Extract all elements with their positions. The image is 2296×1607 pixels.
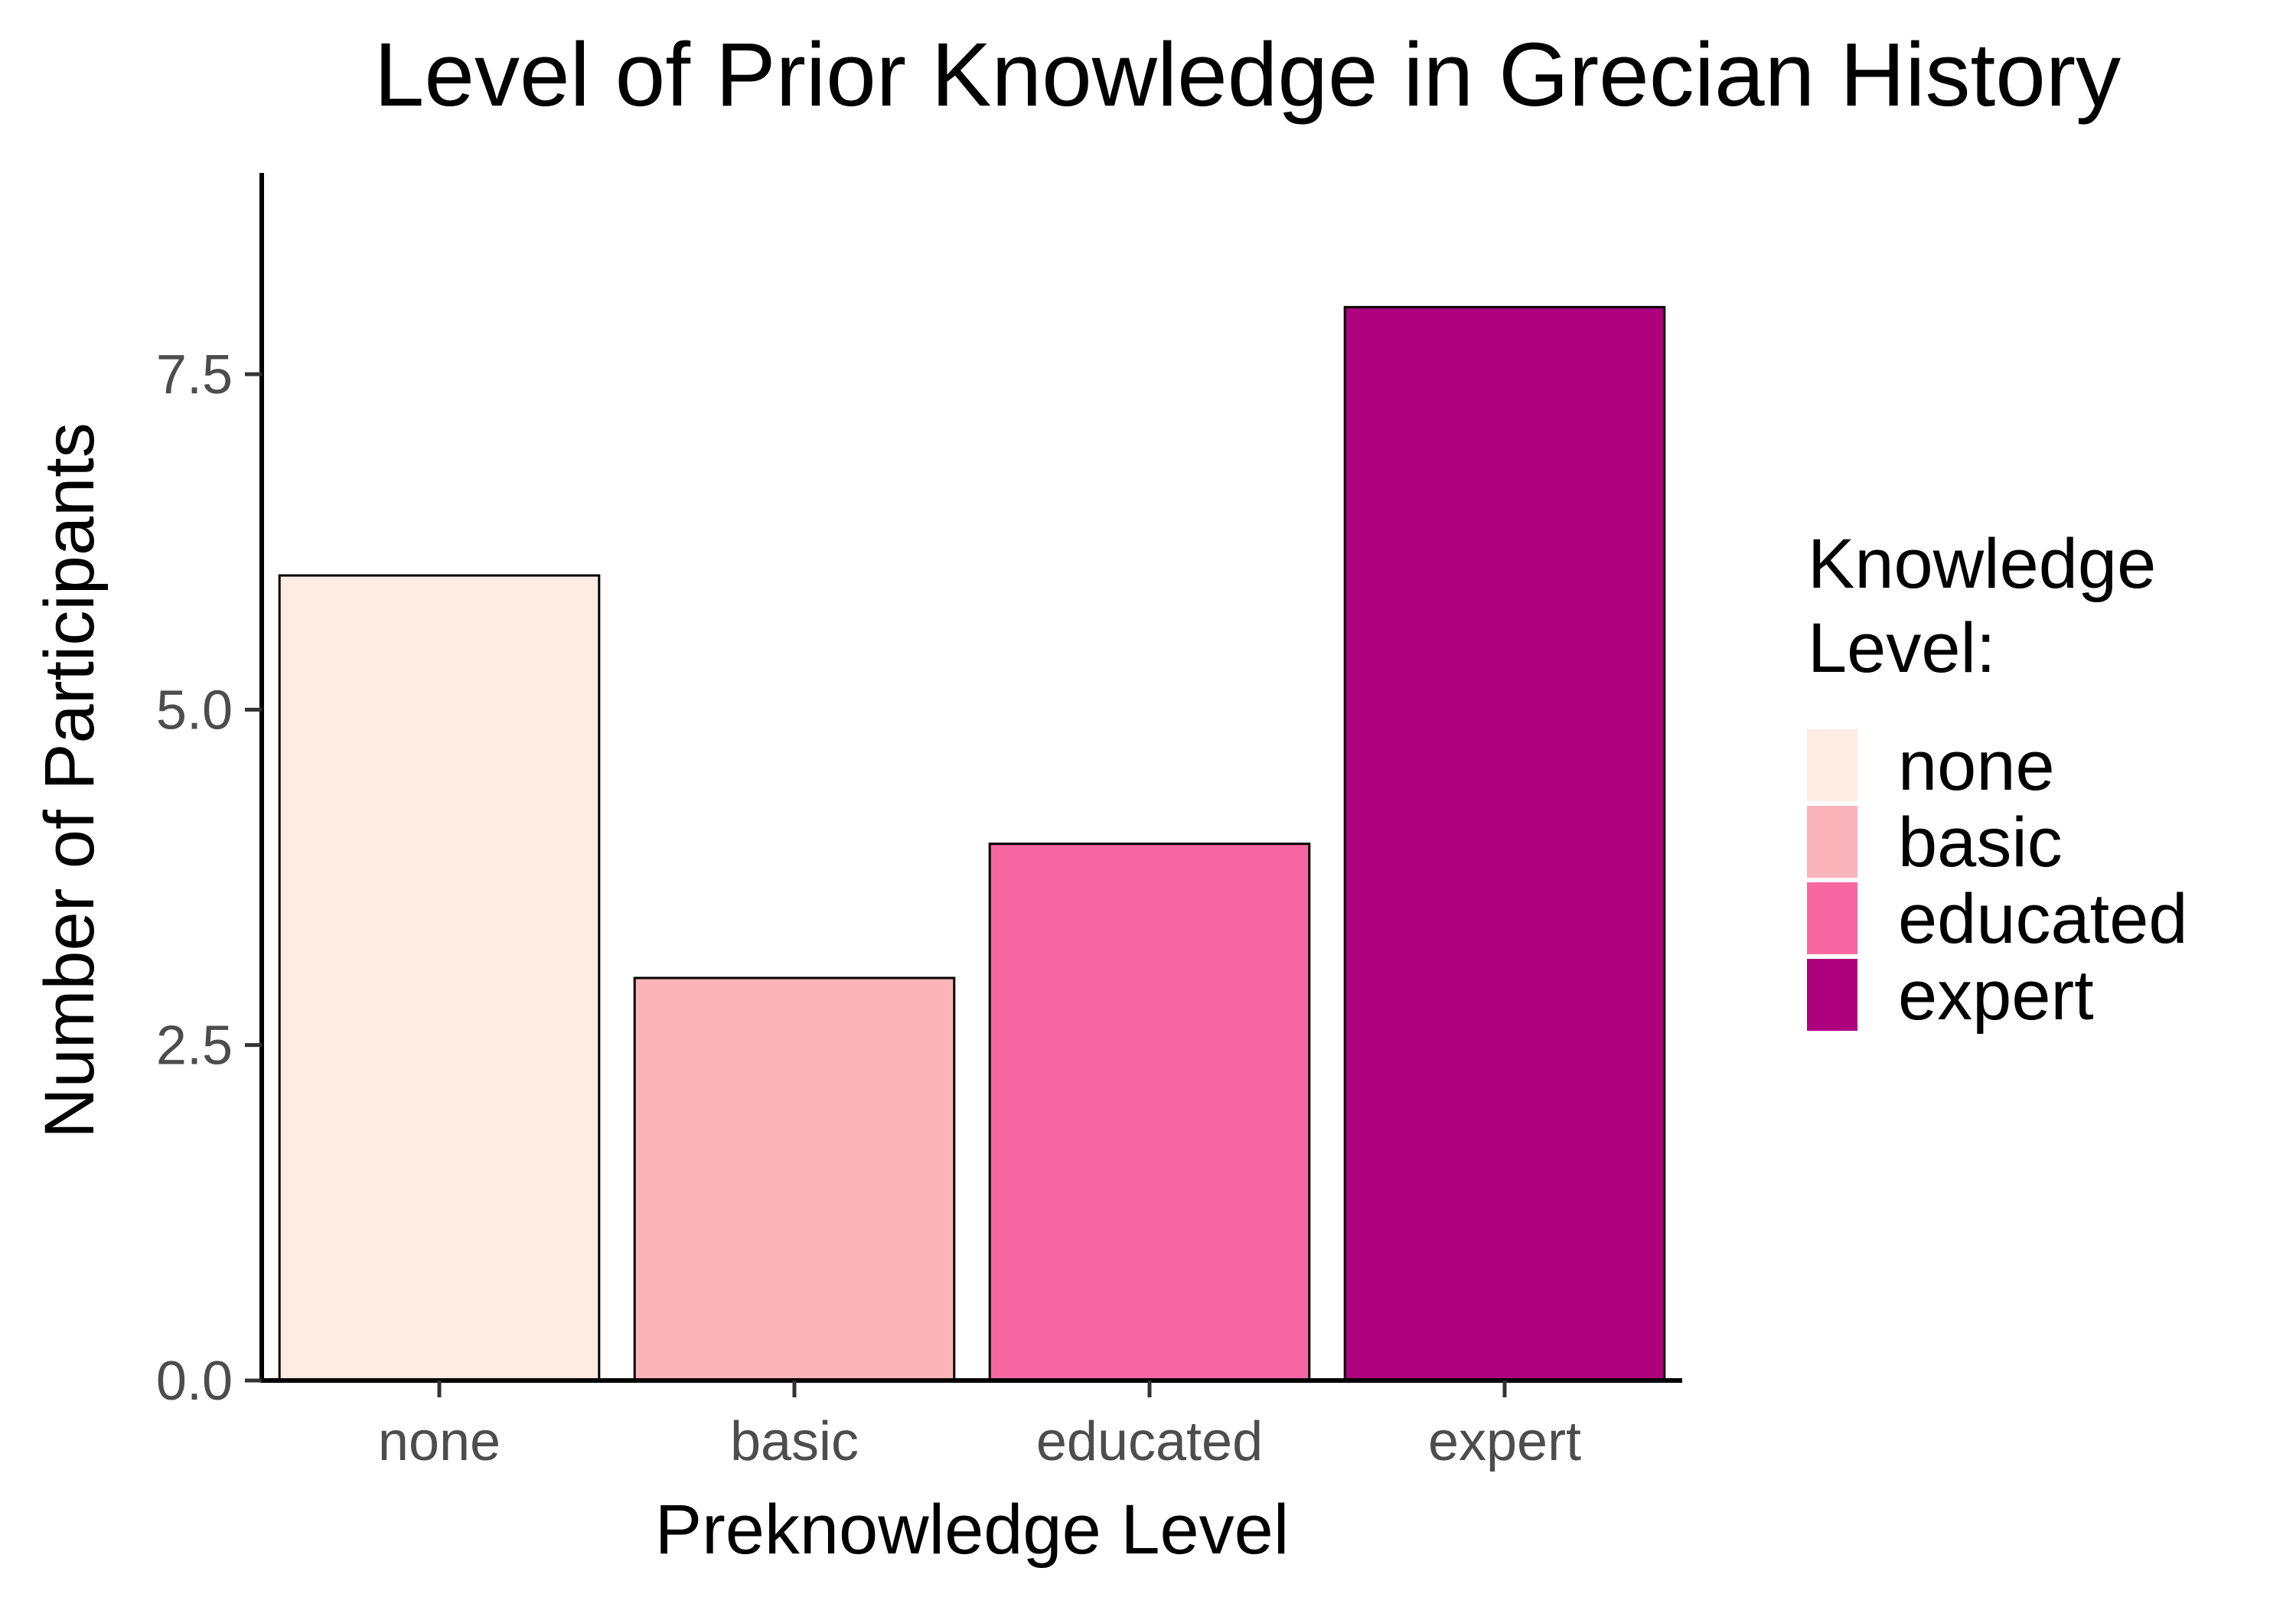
y-tick-label: 2.5: [156, 1015, 233, 1077]
bar-educated: [988, 843, 1311, 1382]
legend-key-basic: [1805, 804, 1859, 879]
y-tick-label: 5.0: [156, 680, 233, 741]
x-tick-label: expert: [1428, 1411, 1581, 1472]
legend-label-educated: educated: [1898, 880, 2188, 958]
y-ticks-layer: 0.0 2.5 5.0 7.5: [156, 344, 262, 1412]
y-tick-label: 7.5: [156, 344, 233, 406]
bar-expert: [1343, 305, 1666, 1382]
legend-label-expert: expert: [1898, 957, 2094, 1035]
legend-title-line-2: Level:: [1808, 609, 1996, 687]
legend-key-expert: [1805, 957, 1859, 1032]
chart-title: Level of Prior Knowledge in Grecian Hist…: [374, 24, 2121, 125]
bars-layer: [278, 305, 1666, 1382]
x-tick-label: educated: [1036, 1411, 1263, 1472]
legend-label-basic: basic: [1898, 804, 2063, 882]
x-axis-title: Preknowledge Level: [655, 1491, 1290, 1569]
x-tick-label: none: [378, 1411, 501, 1472]
y-axis-title: Number of Participants: [31, 422, 109, 1139]
bar-none: [278, 574, 601, 1382]
bar-basic: [633, 976, 956, 1382]
legend-key-educated: [1805, 881, 1859, 956]
legend-label-none: none: [1898, 727, 2055, 805]
y-tick-label: 0.0: [156, 1351, 233, 1412]
x-ticks-layer: none basic educated expert: [378, 1380, 1581, 1472]
x-tick-label: basic: [730, 1411, 859, 1472]
legend-title-line-1: Knowledge: [1808, 525, 2156, 603]
legend-key-none: [1805, 728, 1859, 803]
